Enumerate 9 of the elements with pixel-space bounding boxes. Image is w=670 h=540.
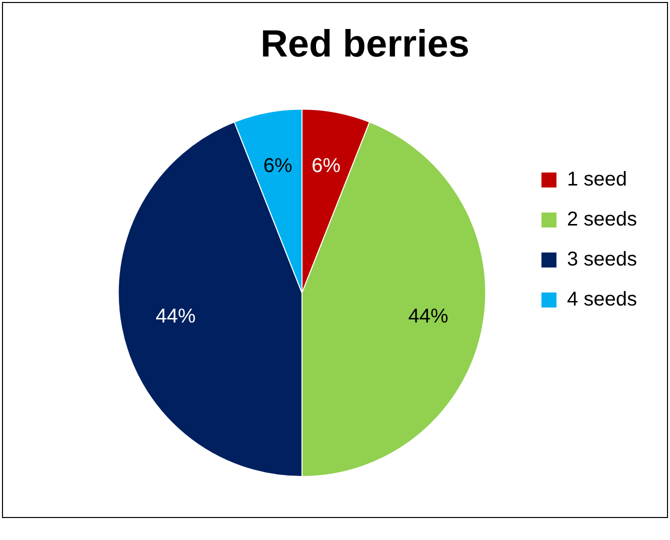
data-label: 6% xyxy=(312,155,341,178)
legend-label: 3 seeds xyxy=(566,248,638,271)
data-label: 6% xyxy=(263,155,293,178)
legend-label: 4 seeds xyxy=(566,288,638,311)
legend-label: 1 seed xyxy=(566,168,628,191)
legend-label: 2 seeds xyxy=(566,208,638,231)
data-label: 44% xyxy=(156,305,196,328)
chart-title: Red berries xyxy=(260,23,470,66)
data-label: 44% xyxy=(408,305,449,328)
